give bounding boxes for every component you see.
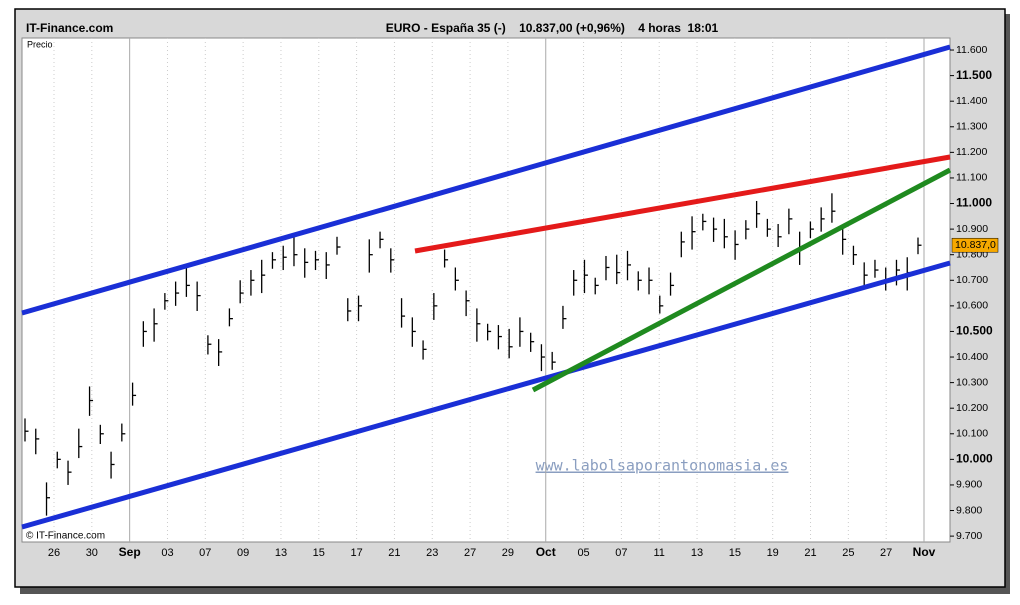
axes: 9.700 9.800 9.900 10.000 10.100 10.200 10.300 1… bbox=[48, 44, 999, 559]
x-tick-label: 05 bbox=[577, 547, 589, 559]
x-tick-label: 27 bbox=[880, 547, 892, 559]
x-tick-label: 09 bbox=[237, 547, 249, 559]
y-tick-label: 10.600 bbox=[956, 300, 988, 312]
y-axis-label: Precio bbox=[27, 39, 53, 49]
y-tick-label: 11.100 bbox=[956, 172, 987, 184]
x-tick-label: Sep bbox=[119, 545, 141, 559]
x-tick-label: 21 bbox=[388, 547, 400, 559]
x-tick-label: 27 bbox=[464, 547, 476, 559]
upper-channel bbox=[21, 44, 951, 316]
brand: IT-Finance.com bbox=[26, 21, 113, 35]
y-tick-label: 10.700 bbox=[956, 274, 988, 286]
resistance-line bbox=[414, 154, 951, 254]
x-tick-label: 17 bbox=[350, 547, 362, 559]
x-tick-label: 29 bbox=[502, 547, 514, 559]
y-tick-label: 10.100 bbox=[956, 428, 988, 440]
y-tick-label: 9.900 bbox=[956, 479, 982, 491]
x-tick-label: 11 bbox=[654, 547, 665, 559]
x-tick-label: 19 bbox=[767, 547, 779, 559]
y-tick-label: 10.000 bbox=[956, 452, 993, 466]
x-tick-label: Oct bbox=[536, 545, 556, 559]
y-tick-label: 11.300 bbox=[956, 121, 987, 133]
x-tick-label: Nov bbox=[913, 545, 936, 559]
plot-area bbox=[21, 37, 951, 543]
x-tick-label: 25 bbox=[842, 547, 854, 559]
copyright: © IT-Finance.com bbox=[26, 531, 105, 542]
last-price-box bbox=[951, 237, 999, 253]
x-tick-label: 13 bbox=[275, 547, 287, 559]
y-tick-label: 11.200 bbox=[956, 146, 987, 158]
y-tick-label: 11.600 bbox=[956, 44, 987, 56]
watermark: www.labolsaporantonomasia.es bbox=[536, 457, 789, 475]
x-tick-label: 23 bbox=[426, 547, 438, 559]
last-price-label: 10.837,0 bbox=[955, 239, 996, 251]
x-tick-label: 03 bbox=[161, 547, 173, 559]
x-tick-label: 07 bbox=[199, 547, 211, 559]
support-line bbox=[531, 167, 952, 393]
y-tick-label: 10.400 bbox=[956, 351, 988, 363]
trend-lines bbox=[21, 44, 952, 530]
y-tick-label: 10.300 bbox=[956, 376, 988, 388]
y-tick-label: 9.800 bbox=[956, 504, 982, 516]
y-tick-label: 10.500 bbox=[956, 324, 993, 338]
x-tick-label: 21 bbox=[804, 547, 816, 559]
y-tick-label: 10.800 bbox=[956, 248, 988, 260]
y-tick-label: 11.400 bbox=[956, 95, 987, 107]
x-tick-label: 13 bbox=[691, 547, 703, 559]
chart-title: EURO - España 35 (-) 10.837,00 (+0,96%) … bbox=[386, 21, 719, 35]
y-tick-label: 11.500 bbox=[956, 68, 992, 82]
x-tick-label: 30 bbox=[86, 547, 98, 559]
y-tick-label: 11.000 bbox=[956, 196, 992, 210]
y-tick-label: 10.900 bbox=[956, 223, 988, 235]
x-tick-label: 15 bbox=[729, 547, 741, 559]
y-tick-label: 9.700 bbox=[956, 530, 982, 542]
y-tick-label: 10.200 bbox=[956, 402, 988, 414]
x-tick-label: 26 bbox=[48, 547, 60, 559]
lower-channel bbox=[21, 260, 951, 530]
bars bbox=[24, 193, 922, 516]
x-tick-label: 07 bbox=[615, 547, 627, 559]
x-tick-label: 15 bbox=[313, 547, 325, 559]
